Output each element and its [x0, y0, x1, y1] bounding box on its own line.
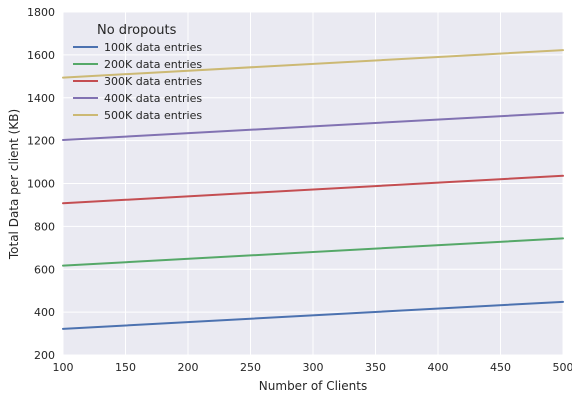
y-tick-label: 1200: [27, 135, 55, 148]
legend-entry: 500K data entries: [104, 109, 202, 122]
y-tick-label: 600: [34, 263, 55, 276]
x-axis-label: Number of Clients: [259, 379, 367, 393]
series-line: [62, 174, 564, 205]
x-tick-label: 150: [115, 361, 136, 374]
y-tick-label: 1600: [27, 49, 55, 62]
series-line: [62, 300, 564, 330]
x-tick-label: 500: [553, 361, 572, 374]
legend: No dropouts 100K data entries 200K data e…: [73, 23, 202, 122]
x-tick-labels: 100 150 200 250 300 350 400 450 500: [53, 361, 572, 374]
x-tick-label: 400: [428, 361, 449, 374]
legend-entry: 400K data entries: [104, 92, 202, 105]
y-tick-label: 800: [34, 220, 55, 233]
y-tick-label: 400: [34, 306, 55, 319]
x-tick-label: 350: [365, 361, 386, 374]
x-tick-label: 200: [178, 361, 199, 374]
series-lines: [62, 49, 564, 330]
series-line: [62, 49, 564, 79]
y-tick-labels: 200 400 600 800 1000 1200 1400 1600 1800: [27, 6, 55, 362]
x-tick-label: 100: [53, 361, 74, 374]
legend-title: No dropouts: [97, 23, 177, 38]
legend-entry: 100K data entries: [104, 41, 202, 54]
y-tick-label: 1400: [27, 92, 55, 105]
y-tick-label: 200: [34, 349, 55, 362]
x-tick-label: 250: [240, 361, 261, 374]
y-tick-label: 1000: [27, 178, 55, 191]
series-line: [62, 111, 564, 141]
legend-entry: 200K data entries: [104, 58, 202, 71]
gridlines: [62, 11, 564, 356]
y-tick-label: 1800: [27, 6, 55, 19]
x-tick-label: 300: [303, 361, 324, 374]
legend-entry: 300K data entries: [104, 75, 202, 88]
x-tick-label: 450: [490, 361, 511, 374]
series-line: [62, 237, 564, 267]
y-axis-label: Total Data per client (KB): [7, 109, 21, 260]
